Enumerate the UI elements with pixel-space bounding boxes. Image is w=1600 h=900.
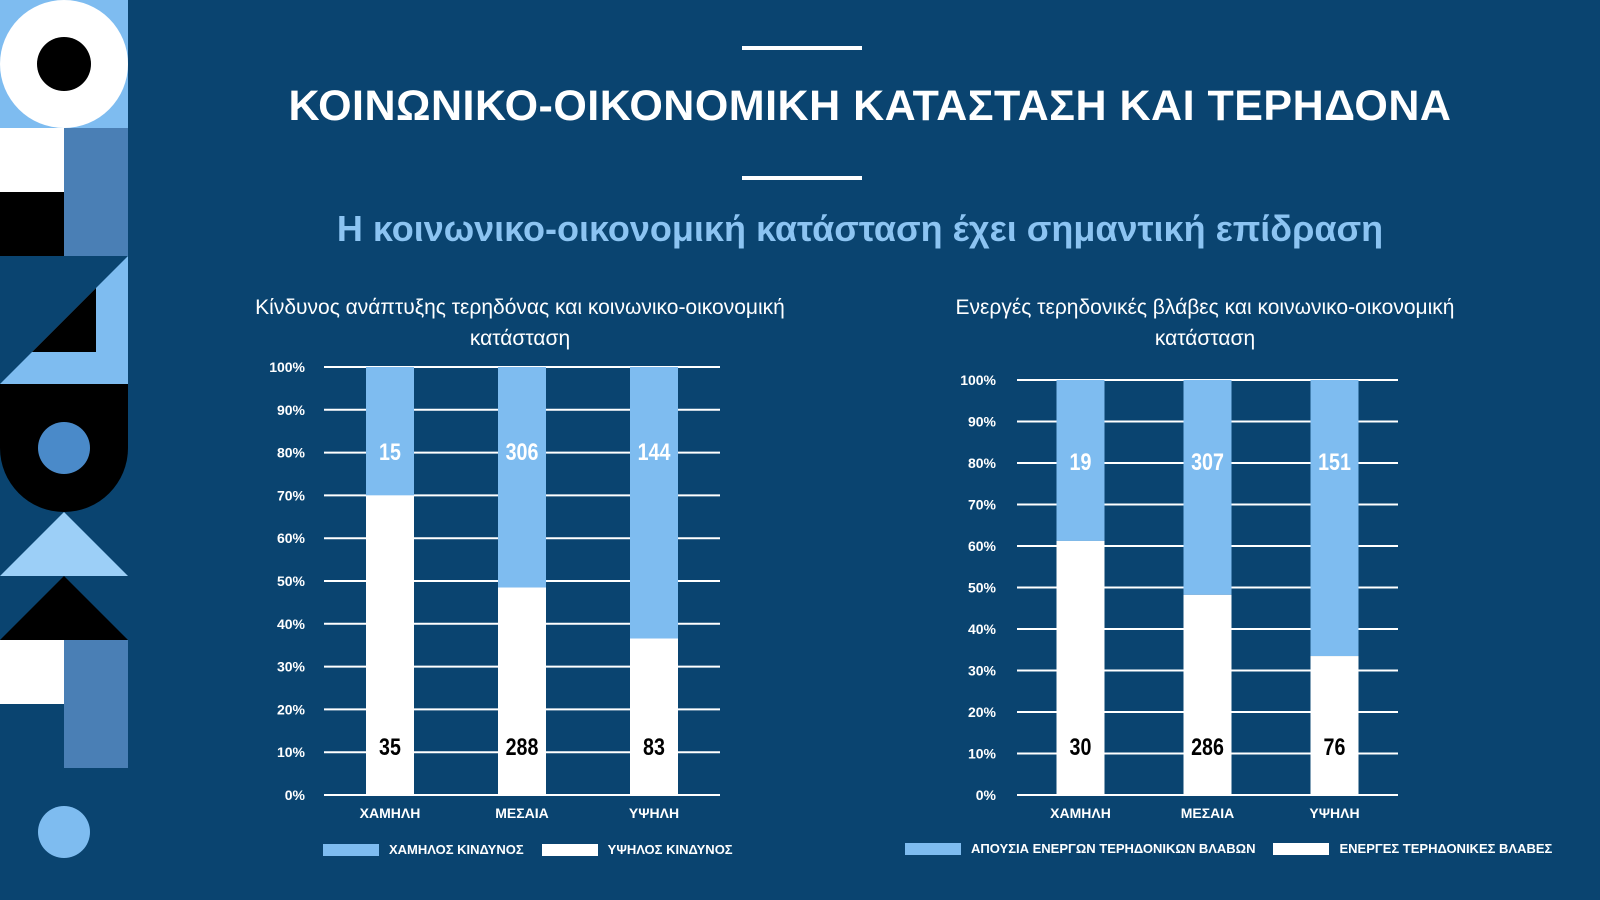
legend-swatch-no-active-lesions <box>905 842 961 855</box>
chart-1-category-label: ΜΕΣΑΙΑ <box>495 805 549 821</box>
chart-2-y-tick-label: 90% <box>968 414 997 430</box>
chart-1-y-tick-label: 10% <box>277 744 306 760</box>
chart-2-y-tick-label: 10% <box>968 746 997 762</box>
chart-1-bar-top-label: 306 <box>506 438 539 465</box>
chart-1-y-tick-label: 40% <box>277 616 306 632</box>
chart-1-title-line-2: κατάσταση <box>469 327 571 350</box>
legend-label-low-risk: ΧΑΜΗΛΟΣ ΚΙΝΔΥΝΟΣ <box>389 842 524 857</box>
chart-2-y-tick-label: 60% <box>968 538 997 554</box>
deco-block-mid-blue <box>64 128 128 256</box>
chart-1-y-tick-label: 50% <box>277 573 306 589</box>
page-title: ΚΟΙΝΩΝΙΚΟ-ΟΙΚΟΝΟΜΙΚΗ ΚΑΤΑΣΤΑΣΗ ΚΑΙ ΤΕΡΗΔ… <box>288 82 1452 130</box>
chart-1-bar-top-segment <box>630 367 678 639</box>
deco-dot-blue <box>38 422 90 474</box>
legend-label-no-active-lesions: ΑΠΟΥΣΙΑ ΕΝΕΡΓΩΝ ΤΕΡΗΔΟΝΙΚΩΝ ΒΛΑΒΩΝ <box>971 841 1256 856</box>
chart-1-category-label: ΧΑΜΗΛΗ <box>360 805 421 821</box>
chart-1-y-tick-label: 20% <box>277 701 306 717</box>
legend-label-active-lesions: ΕΝΕΡΓΕΣ ΤΕΡΗΔΟΝΙΚΕΣ ΒΛΑΒΕΣ <box>1339 841 1553 856</box>
chart-2-bar-top-segment <box>1056 380 1105 541</box>
chart-1-y-tick-label: 70% <box>277 487 306 503</box>
deco-block-mid-blue-2 <box>64 640 128 768</box>
chart-2-title-line-2: κατάσταση <box>1154 327 1256 350</box>
chart-1-bar-top-segment <box>366 367 414 496</box>
chart-1-bar-bottom-segment <box>498 587 546 795</box>
chart-2-y-tick-label: 70% <box>968 497 997 513</box>
chart-2-bar-bottom-label: 76 <box>1324 733 1346 760</box>
chart-1-bar-bottom-segment <box>366 495 414 795</box>
legend-swatch-active-lesions <box>1273 842 1330 855</box>
chart-2-bar-top-segment <box>1183 380 1232 595</box>
chart-1-bar-bottom-segment <box>630 638 678 795</box>
chart-2-y-tick-label: 0% <box>976 787 997 803</box>
chart-2-bar-bottom-label: 30 <box>1070 733 1092 760</box>
chart-2-bar-top-segment <box>1310 380 1359 657</box>
chart-1-bar-top-segment <box>498 367 546 588</box>
chart-2-y-tick-label: 100% <box>960 372 996 388</box>
chart-1-y-tick-label: 100% <box>269 359 305 375</box>
chart-2-y-tick-label: 30% <box>968 663 997 679</box>
chart-2-y-tick-label: 20% <box>968 704 997 720</box>
chart-1-bar-bottom-label: 288 <box>506 733 539 760</box>
chart-2-category-label: ΧΑΜΗΛΗ <box>1050 805 1111 821</box>
title-rule-top <box>742 46 862 50</box>
chart-1-bar-bottom-label: 35 <box>379 733 401 760</box>
chart-2-title: Ενεργές τερηδονικές βλάβες και κοινωνικο… <box>880 292 1530 354</box>
chart-2-category-label: ΥΨΗΛΗ <box>1309 805 1359 821</box>
chart-2-bar-bottom-segment <box>1310 656 1359 795</box>
chart-2-bar-top-label: 151 <box>1318 448 1351 475</box>
deco-block-white-2 <box>0 640 64 704</box>
deco-dot-black <box>37 37 91 91</box>
decorative-strip <box>0 0 128 858</box>
page-subtitle: Η κοινωνικο-οικονομική κατάσταση έχει ση… <box>336 208 1384 249</box>
deco-triangle-black <box>32 288 96 352</box>
chart-1-category-label: ΥΨΗΛΗ <box>629 805 679 821</box>
deco-circle-light-blue <box>38 806 90 858</box>
chart-2-bar-bottom-label: 286 <box>1191 733 1224 760</box>
chart-1-title-line-1: Κίνδυνος ανάπτυξης τερηδόνας και κοινωνι… <box>255 296 785 319</box>
chart-2-bar-bottom-segment <box>1056 540 1105 795</box>
title-rule-bottom <box>742 176 862 180</box>
chart-1-y-tick-label: 0% <box>285 787 306 803</box>
chart-2-y-tick-label: 40% <box>968 621 997 637</box>
chart-2-bar-bottom-segment <box>1183 594 1232 795</box>
deco-block-white <box>0 128 64 192</box>
chart-2-bar-top-label: 19 <box>1070 448 1092 475</box>
legend-swatch-low-risk <box>323 843 379 856</box>
chart-1-y-tick-label: 80% <box>277 445 306 461</box>
chart-1-legend: ΧΑΜΗΛΟΣ ΚΙΝΔΥΝΟΣ ΥΨΗΛΟΣ ΚΙΝΔΥΝΟΣ <box>323 842 751 857</box>
chart-1-bar-top-label: 15 <box>379 438 401 465</box>
deco-triangle-pale-blue <box>0 512 128 576</box>
chart-2-category-label: ΜΕΣΑΙΑ <box>1181 805 1235 821</box>
chart-2-legend: ΑΠΟΥΣΙΑ ΕΝΕΡΓΩΝ ΤΕΡΗΔΟΝΙΚΩΝ ΒΛΑΒΩΝ ΕΝΕΡΓ… <box>905 841 1570 856</box>
deco-triangle-black-2 <box>0 576 128 640</box>
deco-block-black <box>0 192 64 256</box>
chart-2-title-line-1: Ενεργές τερηδονικές βλάβες και κοινωνικο… <box>955 296 1455 319</box>
chart-1-bar-bottom-label: 83 <box>643 733 665 760</box>
legend-label-high-risk: ΥΨΗΛΟΣ ΚΙΝΔΥΝΟΣ <box>607 842 733 857</box>
legend-swatch-high-risk <box>541 843 598 856</box>
chart-2-y-tick-label: 50% <box>968 580 997 596</box>
chart-1-bar-top-label: 144 <box>638 438 672 465</box>
chart-2-bar-top-label: 307 <box>1191 448 1224 475</box>
chart-2-y-tick-label: 80% <box>968 455 997 471</box>
chart-1-y-tick-label: 30% <box>277 659 306 675</box>
chart-1-title: Κίνδυνος ανάπτυξης τερηδόνας και κοινωνι… <box>195 292 845 354</box>
chart-1-y-tick-label: 60% <box>277 530 306 546</box>
chart-1-y-tick-label: 90% <box>277 402 306 418</box>
